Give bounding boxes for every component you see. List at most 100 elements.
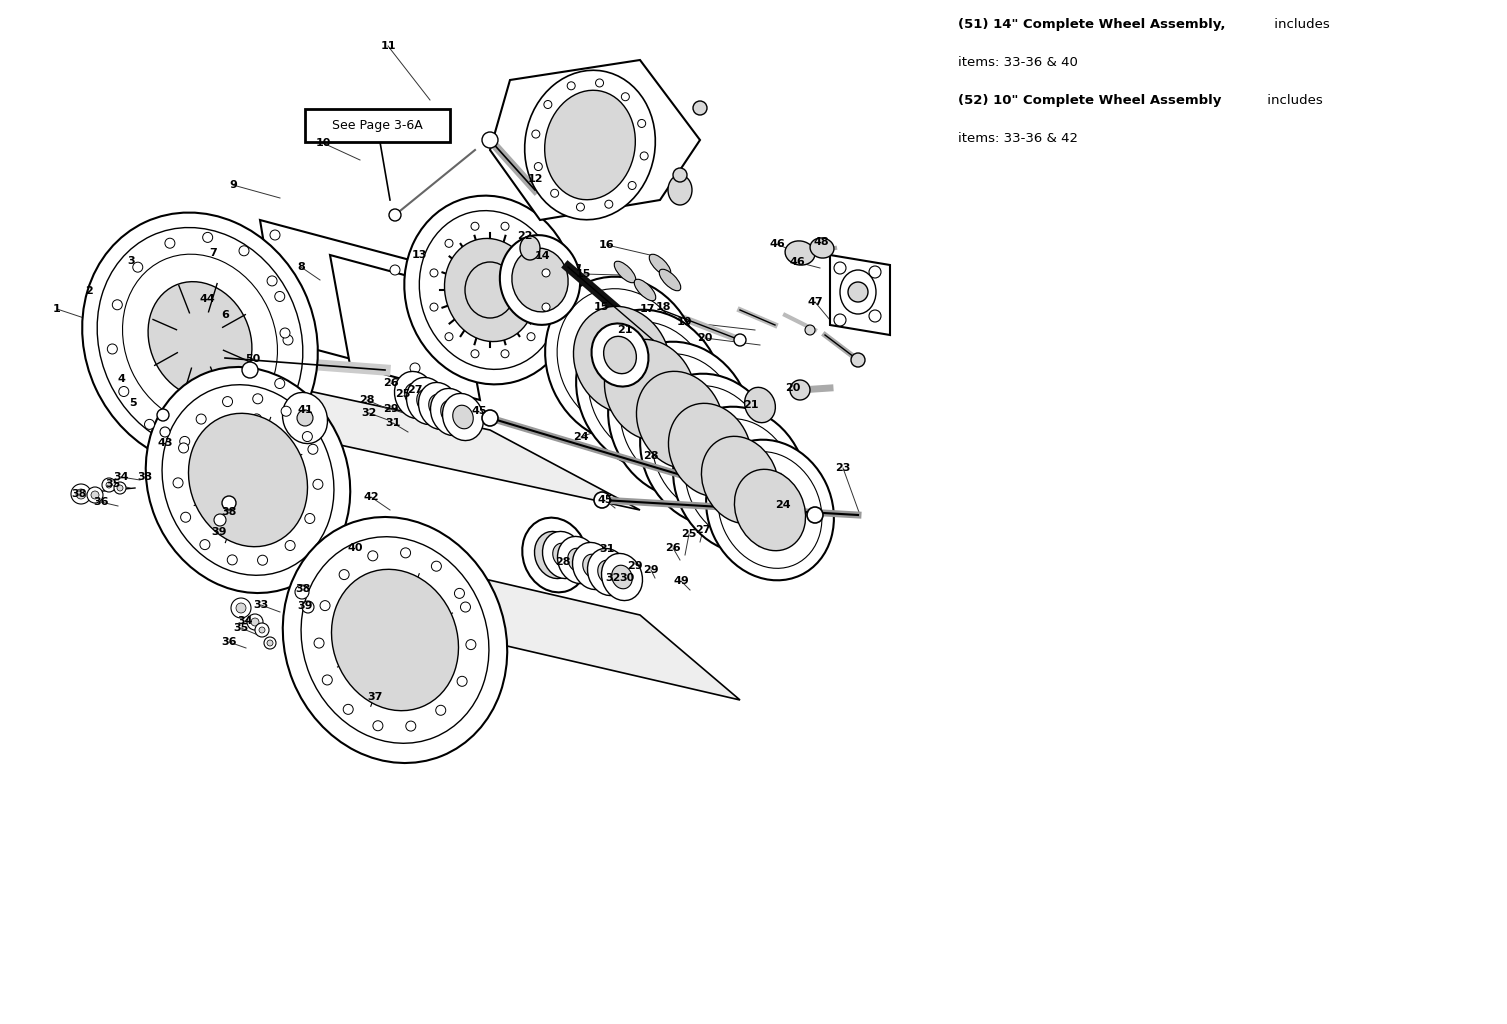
Text: 47: 47 (808, 297, 823, 307)
Circle shape (301, 601, 313, 613)
Polygon shape (830, 255, 891, 335)
Text: 24: 24 (573, 432, 589, 442)
Circle shape (102, 478, 116, 492)
Circle shape (214, 514, 226, 526)
Ellipse shape (604, 339, 696, 440)
Circle shape (313, 479, 322, 489)
Ellipse shape (583, 554, 603, 578)
Circle shape (870, 266, 882, 278)
Circle shape (313, 638, 324, 648)
Text: 25: 25 (681, 529, 696, 539)
Text: 16: 16 (600, 240, 615, 250)
Text: See Page 3-6A: See Page 3-6A (332, 119, 423, 132)
Ellipse shape (283, 517, 508, 763)
Text: 19: 19 (677, 317, 693, 327)
Circle shape (270, 230, 280, 240)
Circle shape (472, 222, 479, 230)
Text: 28: 28 (359, 395, 375, 406)
Bar (304, 109, 451, 142)
Circle shape (164, 239, 175, 248)
Circle shape (322, 675, 332, 685)
Text: 8: 8 (297, 262, 304, 272)
Circle shape (532, 130, 540, 138)
Ellipse shape (512, 248, 568, 312)
Circle shape (482, 132, 497, 148)
Circle shape (181, 512, 190, 522)
Circle shape (118, 485, 124, 490)
Circle shape (500, 222, 509, 230)
Text: 7: 7 (209, 248, 217, 258)
Ellipse shape (558, 537, 598, 584)
Polygon shape (490, 60, 699, 220)
Circle shape (595, 79, 603, 87)
Ellipse shape (440, 400, 461, 424)
Circle shape (228, 555, 237, 565)
Text: 32: 32 (362, 408, 377, 418)
Circle shape (196, 414, 206, 424)
Circle shape (267, 640, 273, 646)
Circle shape (833, 262, 845, 274)
Circle shape (604, 201, 613, 208)
Text: 28: 28 (555, 557, 571, 567)
Text: 38: 38 (295, 584, 310, 594)
Circle shape (222, 496, 237, 510)
Circle shape (237, 603, 246, 613)
Circle shape (282, 407, 291, 416)
Ellipse shape (96, 227, 303, 453)
Ellipse shape (282, 392, 327, 443)
Circle shape (303, 431, 312, 441)
Circle shape (401, 548, 410, 558)
Circle shape (674, 168, 687, 182)
Circle shape (410, 362, 420, 373)
Circle shape (107, 344, 118, 354)
Circle shape (457, 676, 467, 686)
Text: 33: 33 (253, 600, 268, 610)
Text: includes: includes (1263, 94, 1323, 106)
Ellipse shape (417, 389, 437, 413)
Text: 39: 39 (297, 601, 313, 611)
Circle shape (280, 328, 289, 338)
Ellipse shape (707, 439, 833, 581)
Text: 38: 38 (71, 489, 87, 499)
Circle shape (851, 353, 865, 367)
Circle shape (500, 350, 509, 357)
Circle shape (223, 396, 232, 407)
Ellipse shape (734, 469, 806, 551)
Text: 41: 41 (297, 406, 313, 415)
Ellipse shape (332, 569, 458, 711)
Text: 33: 33 (137, 472, 152, 482)
Polygon shape (188, 365, 640, 510)
Circle shape (240, 246, 249, 256)
Ellipse shape (163, 385, 335, 575)
Text: 5: 5 (130, 398, 137, 408)
Circle shape (113, 300, 122, 310)
Ellipse shape (429, 394, 449, 418)
Circle shape (339, 569, 350, 580)
Circle shape (527, 333, 535, 341)
Text: 45: 45 (472, 406, 487, 416)
Circle shape (482, 410, 497, 426)
Text: 9: 9 (229, 180, 237, 190)
Circle shape (431, 561, 442, 571)
Circle shape (544, 100, 552, 109)
Ellipse shape (405, 383, 425, 407)
Circle shape (535, 163, 543, 171)
Text: 22: 22 (517, 231, 533, 241)
Circle shape (405, 721, 416, 731)
Ellipse shape (523, 518, 588, 592)
Circle shape (259, 627, 265, 633)
Ellipse shape (452, 406, 473, 429)
Circle shape (445, 240, 454, 248)
Text: 31: 31 (600, 544, 615, 554)
Text: 27: 27 (695, 525, 711, 535)
Text: items: 33-36 & 42: items: 33-36 & 42 (958, 132, 1078, 145)
Circle shape (264, 637, 276, 649)
Polygon shape (490, 255, 580, 310)
Circle shape (455, 589, 464, 598)
Ellipse shape (717, 452, 821, 568)
Ellipse shape (619, 353, 740, 486)
Ellipse shape (301, 537, 488, 743)
Circle shape (390, 265, 399, 275)
Circle shape (274, 379, 285, 388)
Circle shape (372, 721, 383, 731)
